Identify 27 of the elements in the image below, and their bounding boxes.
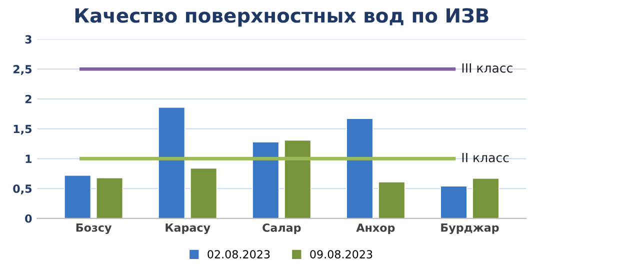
x-tick-label: Салар [262,223,301,234]
bar [190,168,218,218]
bar [378,182,406,218]
x-tick-label: Карасу [166,224,210,234]
y-tick-label: 1,5 [14,124,32,135]
y-tick-label: 2,5 [13,65,32,75]
bar [472,178,500,218]
legend-label: 02.08.2023 [208,250,270,259]
bar [440,186,468,218]
y-tick-label: 3 [25,35,32,44]
bar [284,140,312,218]
x-tick-label: Бозсу [76,224,112,234]
y-tick-label: 2 [25,94,32,104]
legend-label: 09.08.2023 [310,250,372,259]
y-tick-label: 1 [26,154,32,163]
x-tick-label: Бурджар [441,224,499,234]
bar [252,142,280,218]
x-tick-label: Анхор [356,224,395,234]
chart-title: Качество поверхностных вод по ИЗВ [75,8,488,27]
bar [64,174,92,218]
bar [158,106,186,218]
ref-line-label: III класс [462,63,512,73]
bar [346,118,374,218]
ref-line-label: II класс [462,153,509,162]
bar [96,177,124,218]
y-tick-label: 0 [25,214,32,223]
y-tick-label: 0,5 [13,184,32,194]
